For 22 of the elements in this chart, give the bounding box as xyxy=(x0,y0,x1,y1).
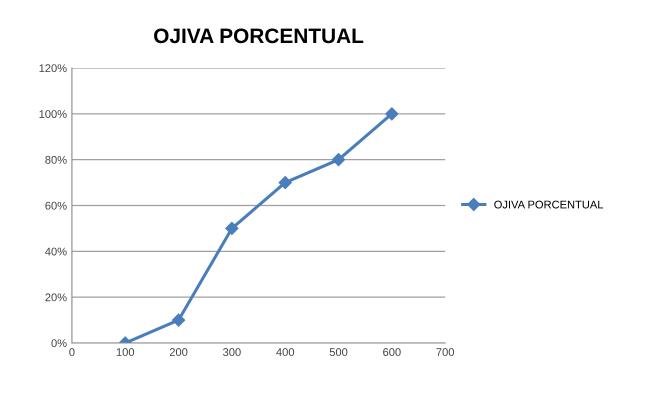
y-tick-label: 0% xyxy=(51,339,67,348)
x-tick-label: 700 xyxy=(436,348,454,356)
point xyxy=(332,153,346,166)
x-tick-label: 200 xyxy=(170,348,188,356)
point xyxy=(225,222,238,236)
y-tick-label: 80% xyxy=(45,156,67,164)
point xyxy=(385,107,398,120)
x-tick-label: 0 xyxy=(69,348,75,356)
y-tick-label: 40% xyxy=(45,248,67,256)
x-tick-label: 600 xyxy=(383,348,401,356)
y-tick-label: 120% xyxy=(39,64,67,72)
point xyxy=(278,176,292,190)
x-tick-label: 100 xyxy=(116,348,134,356)
y-tick-label: 60% xyxy=(45,202,67,210)
x-tick-label: 300 xyxy=(223,348,241,356)
x-tick-label: 400 xyxy=(276,348,294,356)
legend-label: OJIVA PORCENTUAL xyxy=(494,200,604,208)
y-tick-label: 100% xyxy=(39,110,67,118)
chart-title: OJIVA PORCENTUAL xyxy=(154,28,364,44)
y-tick-label: 20% xyxy=(45,293,67,302)
x-tick-label: 500 xyxy=(330,348,348,356)
point xyxy=(172,313,186,327)
